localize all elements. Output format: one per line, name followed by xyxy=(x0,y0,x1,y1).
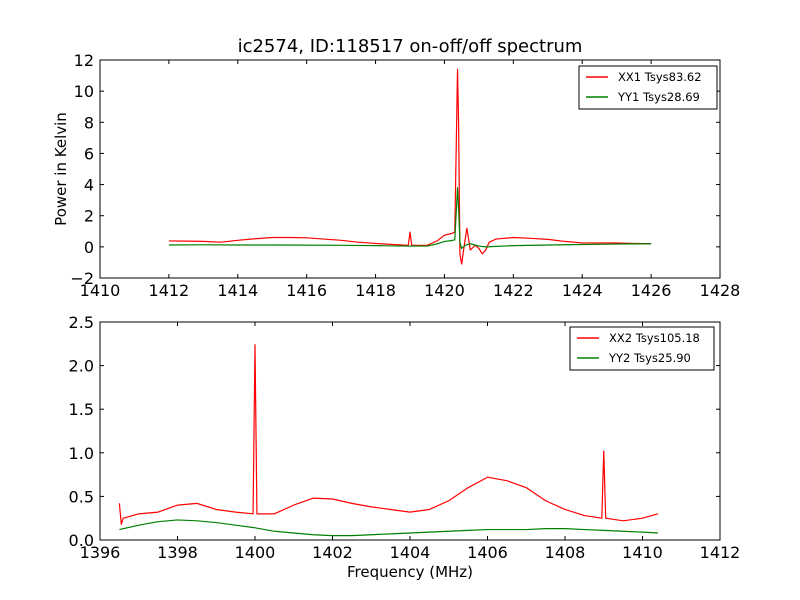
series-line-top-yy xyxy=(168,187,652,250)
legend-label: XX2 Tsys105.18 xyxy=(609,331,700,345)
x-tick-label: 1400 xyxy=(235,543,276,562)
legend-box xyxy=(569,326,715,371)
y-tick-label: 0.0 xyxy=(69,531,94,550)
y-tick-label: 0.5 xyxy=(69,487,94,506)
x-tick-label: 1422 xyxy=(493,281,534,300)
legend-box xyxy=(578,65,718,110)
chart-title: ic2574, ID:118517 on-off/off spectrum xyxy=(238,36,583,57)
y-tick-label: 1.0 xyxy=(69,444,94,463)
x-tick-label: 1410 xyxy=(80,281,121,300)
x-tick-label: 1402 xyxy=(312,543,353,562)
y-axis-label: Power in Kelvin xyxy=(52,112,70,226)
x-tick-label: 1428 xyxy=(700,281,741,300)
legend-label: YY1 Tsys28.69 xyxy=(617,90,700,104)
x-tick-label: 1406 xyxy=(467,543,508,562)
legend-label: YY2 Tsys25.90 xyxy=(608,351,691,365)
x-tick-label: 1398 xyxy=(157,543,198,562)
y-tick-label: 6 xyxy=(84,144,94,163)
top-panel: 1410 1412 1414 1416 1418 1420 1422 1424 1426 1428… xyxy=(52,51,740,300)
x-tick-label: 1412 xyxy=(700,543,741,562)
y-tick-label: 2.5 xyxy=(69,313,94,332)
y-tick-label: −2 xyxy=(70,269,94,288)
legend: XX1 Tsys83.62 YY1 Tsys28.69 xyxy=(578,65,718,110)
x-tick-label: 1396 xyxy=(80,543,121,562)
y-tick-label: 1.5 xyxy=(69,400,94,419)
x-tick-label: 1416 xyxy=(286,281,327,300)
y-tick-label: 10 xyxy=(74,82,94,101)
x-tick-label: 1404 xyxy=(390,543,431,562)
x-tick-label: 1410 xyxy=(622,543,663,562)
y-tick-label: 4 xyxy=(84,176,94,195)
y-tick-label: 12 xyxy=(74,51,94,70)
x-tick-label: 1412 xyxy=(149,281,190,300)
x-tick-label: 1414 xyxy=(217,281,258,300)
y-tick-label: 0 xyxy=(84,238,94,257)
y-tick-label: 2 xyxy=(84,207,94,226)
bottom-panel: 1396 1398 1400 1402 1404 1406 1408 1410 1412 0.0 0… xyxy=(69,313,741,581)
y-tick-label: 2.0 xyxy=(69,357,94,376)
axes-frame xyxy=(99,59,721,279)
x-axis-label: Frequency (MHz) xyxy=(347,563,473,581)
x-tick-label: 1418 xyxy=(355,281,396,300)
x-tick-label: 1420 xyxy=(424,281,465,300)
x-tick-label: 1408 xyxy=(545,543,586,562)
legend: XX2 Tsys105.18 YY2 Tsys25.90 xyxy=(569,326,715,371)
legend-label: XX1 Tsys83.62 xyxy=(618,70,702,84)
y-tick-label: 8 xyxy=(84,113,94,132)
series-line-bottom-yy xyxy=(119,519,659,537)
x-tick-label: 1424 xyxy=(562,281,603,300)
series-line-bottom-xx xyxy=(118,344,659,525)
series-line-top-xx xyxy=(168,68,652,265)
x-tick-label: 1426 xyxy=(631,281,672,300)
